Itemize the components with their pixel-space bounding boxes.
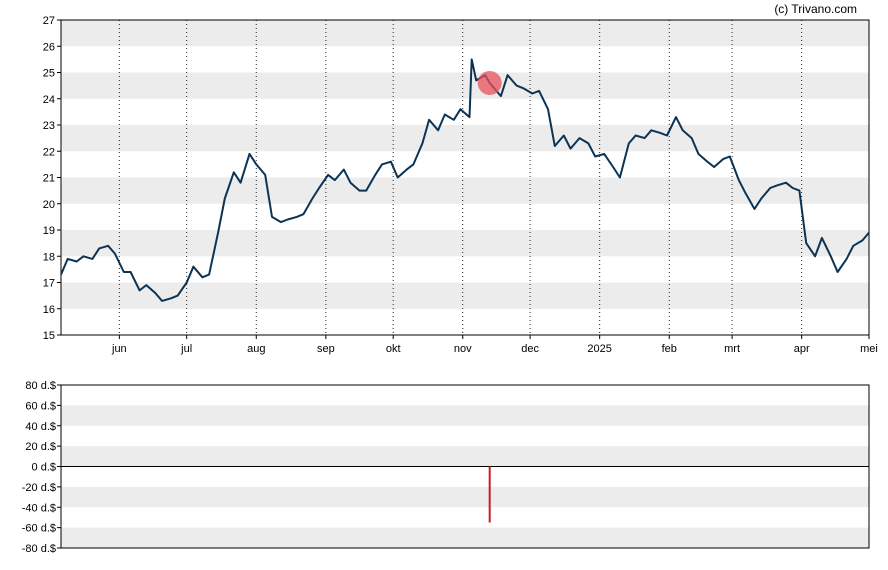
- x-tick-label: 2025: [587, 343, 611, 355]
- x-tick-label: aug: [247, 343, 265, 355]
- y-tick-label: 21: [43, 173, 55, 185]
- y-tick-label: 24: [43, 94, 55, 106]
- x-tick-label: okt: [386, 343, 401, 355]
- value-y-tick-label: 40 d.$: [25, 421, 56, 433]
- credit-label: (c) Trivano.com: [774, 2, 857, 16]
- y-tick-label: 15: [43, 330, 55, 342]
- value-y-tick-label: -40 d.$: [22, 502, 56, 514]
- x-tick-label: nov: [454, 343, 472, 355]
- price-grid-band: [61, 20, 869, 47]
- value-y-tick-label: -80 d.$: [22, 543, 56, 555]
- y-tick-label: 23: [43, 120, 55, 132]
- y-tick-label: 20: [43, 199, 55, 211]
- y-tick-label: 25: [43, 68, 55, 80]
- price-grid-band: [61, 177, 869, 204]
- y-tick-label: 16: [43, 304, 55, 316]
- value-grid-band: [61, 527, 869, 548]
- x-tick-label: mei: [860, 343, 878, 355]
- x-tick-label: sep: [317, 343, 335, 355]
- price-frame: [60, 19, 870, 336]
- y-tick-label: 26: [43, 41, 55, 53]
- value-grid-band: [61, 405, 869, 426]
- price-grid-band: [61, 282, 869, 309]
- x-tick-label: jul: [180, 343, 192, 355]
- value-grid-band: [61, 446, 869, 467]
- value-y-tick-label: -60 d.$: [22, 523, 56, 535]
- y-tick-label: 18: [43, 251, 55, 263]
- volume-panel: 80 d.$ 60 d.$ 40 d.$ 20 d.$ 0 d.$ -20 d.$ -40 …: [22, 380, 870, 555]
- y-tick-label: 27: [43, 15, 55, 27]
- price-grid-band: [61, 230, 869, 257]
- y-tick-label: 19: [43, 225, 55, 237]
- value-y-tick-label: 60 d.$: [25, 400, 56, 412]
- value-y-tick-label: 80 d.$: [25, 380, 56, 392]
- price-grid-band: [61, 72, 869, 99]
- x-tick-label: jun: [111, 343, 127, 355]
- value-y-tick-label: -20 d.$: [22, 482, 56, 494]
- y-tick-label: 22: [43, 146, 55, 158]
- value-frame: [60, 384, 870, 549]
- x-tick-label: mrt: [724, 343, 740, 355]
- value-y-tick-label: 0 d.$: [32, 462, 56, 474]
- event-marker: [477, 71, 502, 95]
- price-series-line: [60, 58, 870, 302]
- x-tick-label: apr: [794, 343, 810, 355]
- value-y-tick-label: 20 d.$: [25, 441, 56, 453]
- price-grid-band: [61, 125, 869, 152]
- value-grid-band: [61, 486, 869, 508]
- price-panel: jun jul aug sep okt nov dec 2025 feb mrt apr mei151…: [43, 15, 878, 355]
- x-tick-label: feb: [662, 343, 677, 355]
- y-tick-label: 17: [43, 278, 55, 290]
- x-tick-label: dec: [521, 343, 539, 355]
